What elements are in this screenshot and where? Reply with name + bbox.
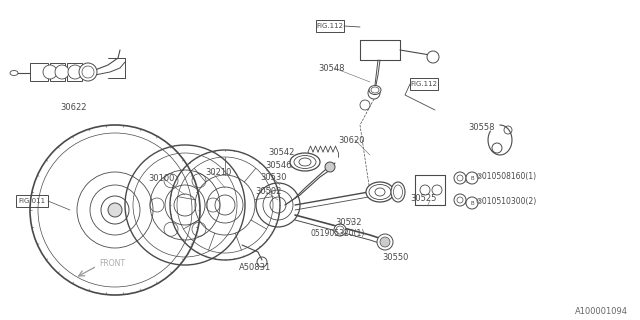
Circle shape xyxy=(377,234,393,250)
Circle shape xyxy=(360,100,370,110)
Text: 30532: 30532 xyxy=(335,218,362,227)
Circle shape xyxy=(432,185,442,195)
Text: 30530: 30530 xyxy=(260,172,287,181)
Circle shape xyxy=(466,197,478,209)
Text: B: B xyxy=(470,201,474,205)
Circle shape xyxy=(454,172,466,184)
Text: FIG.112: FIG.112 xyxy=(410,81,438,87)
Circle shape xyxy=(55,65,69,79)
Ellipse shape xyxy=(290,153,320,171)
Circle shape xyxy=(454,194,466,206)
Circle shape xyxy=(334,224,346,236)
Ellipse shape xyxy=(391,182,405,202)
Text: ③010508160(1): ③010508160(1) xyxy=(475,172,536,180)
Circle shape xyxy=(68,65,82,79)
Text: 30525: 30525 xyxy=(410,194,436,203)
Text: 30502: 30502 xyxy=(255,187,282,196)
Text: B: B xyxy=(470,175,474,180)
Text: ③010510300(2): ③010510300(2) xyxy=(475,196,536,205)
Circle shape xyxy=(420,185,430,195)
Text: 051905320(1): 051905320(1) xyxy=(310,228,364,237)
Text: 30546: 30546 xyxy=(265,161,291,170)
Text: 30100: 30100 xyxy=(148,173,174,182)
Ellipse shape xyxy=(10,70,18,76)
Circle shape xyxy=(466,172,478,184)
Text: 30558: 30558 xyxy=(468,123,495,132)
Text: A50831: A50831 xyxy=(239,262,271,271)
Circle shape xyxy=(43,65,57,79)
Circle shape xyxy=(108,203,122,217)
Text: 30542: 30542 xyxy=(268,148,294,156)
Text: FIG.011: FIG.011 xyxy=(19,198,45,204)
Circle shape xyxy=(427,51,439,63)
Text: 30620: 30620 xyxy=(338,135,365,145)
Text: A100001094: A100001094 xyxy=(575,308,628,316)
Text: 30622: 30622 xyxy=(60,102,86,111)
Circle shape xyxy=(368,87,380,99)
Circle shape xyxy=(380,237,390,247)
Text: 30548: 30548 xyxy=(318,63,344,73)
Text: 30210: 30210 xyxy=(205,167,232,177)
Circle shape xyxy=(325,162,335,172)
Circle shape xyxy=(79,63,97,81)
Ellipse shape xyxy=(369,85,381,94)
Text: 30550: 30550 xyxy=(382,253,408,262)
Text: FIG.112: FIG.112 xyxy=(317,23,344,29)
Ellipse shape xyxy=(366,182,394,202)
Text: FRONT: FRONT xyxy=(99,260,125,268)
